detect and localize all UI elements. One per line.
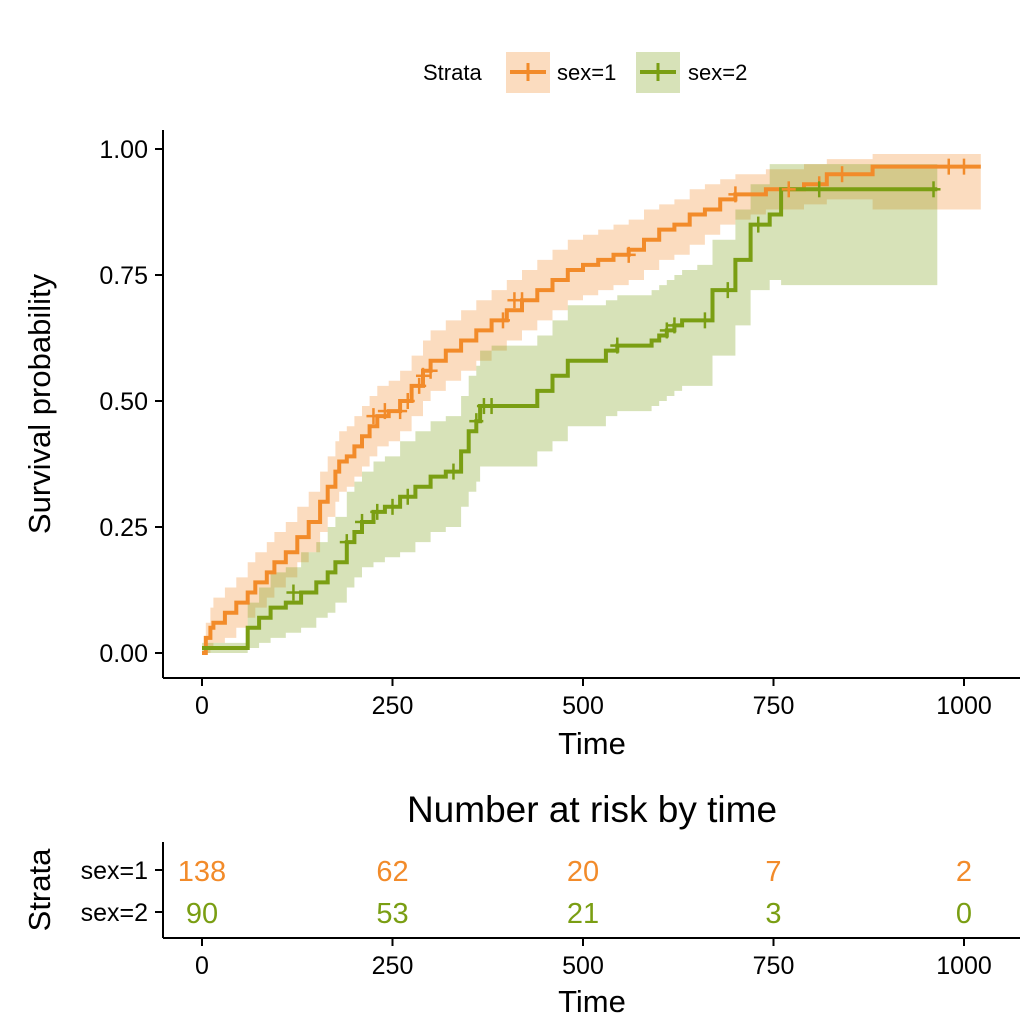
x-tick-label: 500 bbox=[562, 692, 604, 720]
censor-mark-sex2 bbox=[385, 498, 400, 515]
censor-mark-sex1 bbox=[415, 367, 430, 384]
y-tick-label: 1.00 bbox=[99, 136, 148, 164]
risk-count: 0 bbox=[956, 898, 972, 930]
survival-curve-sex2 bbox=[202, 187, 938, 650]
censor-mark-sex1 bbox=[621, 246, 636, 263]
legend-item-sex2: sex=2 bbox=[636, 52, 747, 93]
y-axis-title: Survival probability bbox=[22, 273, 57, 534]
risk-x-axis-ticks: 0 250 500 750 1000 bbox=[195, 938, 992, 980]
censor-mark-sex2 bbox=[720, 282, 735, 299]
censor-mark-sex1 bbox=[412, 377, 427, 394]
censor-mark-sex2 bbox=[484, 398, 499, 415]
x-axis-ticks: 0 250 500 750 1000 bbox=[195, 678, 992, 720]
censor-mark-sex1 bbox=[393, 403, 408, 420]
censor-mark-sex1 bbox=[835, 166, 850, 183]
censor-mark-sex2 bbox=[339, 534, 354, 551]
y-tick-label: 0.75 bbox=[99, 262, 148, 290]
censor-mark-sex2 bbox=[446, 463, 461, 480]
risk-x-axis-title: Time bbox=[558, 984, 626, 1019]
risk-count: 7 bbox=[765, 856, 781, 888]
x-tick-label: 0 bbox=[195, 692, 209, 720]
y-tick-label: 0.50 bbox=[99, 388, 148, 416]
censor-mark-sex1 bbox=[957, 158, 971, 175]
y-axis-ticks: 0.00 0.25 0.50 0.75 1.00 bbox=[99, 136, 163, 668]
confidence-band-sex2 bbox=[202, 164, 938, 653]
legend-label-sex1: sex=1 bbox=[557, 60, 616, 85]
censor-mark-sex1 bbox=[400, 393, 415, 409]
survival-plot: 0.00 0.25 0.50 0.75 1.00 0 250 500 750 1000 Time… bbox=[22, 130, 1020, 761]
risk-row-label: sex=1 bbox=[81, 857, 148, 885]
risk-x-tick-label: 250 bbox=[372, 952, 414, 980]
legend: Strata sex=1 sex=2 bbox=[423, 52, 747, 93]
y-tick-label: 0.00 bbox=[99, 640, 148, 668]
censor-mark-sex2 bbox=[370, 503, 385, 520]
censor-mark-sex2 bbox=[355, 513, 370, 530]
censor-mark-sex1 bbox=[423, 362, 438, 379]
risk-table: Number at risk by time sex=1 138 62 20 7 2sex… bbox=[22, 789, 1020, 1019]
legend-title: Strata bbox=[423, 60, 482, 85]
risk-row-label: sex=2 bbox=[81, 899, 148, 927]
x-tick-label: 750 bbox=[753, 692, 795, 720]
censor-mark-sex2 bbox=[812, 181, 827, 198]
confidence-band-sex1 bbox=[202, 154, 981, 653]
censor-mark-sex1 bbox=[515, 292, 530, 309]
risk-count: 3 bbox=[765, 898, 781, 930]
censor-mark-sex1 bbox=[941, 158, 956, 175]
censor-mark-sex2 bbox=[697, 312, 712, 329]
risk-table-rows: sex=1 138 62 20 7 2 sex=2 90 53 21 3 0 bbox=[81, 856, 972, 930]
legend-item-sex1: sex=1 bbox=[506, 52, 616, 93]
censor-mark-sex1 bbox=[377, 403, 392, 420]
confidence-bands bbox=[202, 154, 981, 653]
risk-count: 53 bbox=[376, 898, 408, 930]
legend-label-sex2: sex=2 bbox=[688, 60, 747, 85]
censor-mark-sex2 bbox=[751, 216, 766, 233]
censor-mark-sex2 bbox=[286, 584, 301, 601]
risk-count: 90 bbox=[186, 898, 218, 930]
risk-y-axis-title: Strata bbox=[22, 848, 57, 931]
risk-x-tick-label: 750 bbox=[753, 952, 795, 980]
survival-curves bbox=[202, 164, 981, 655]
censor-mark-sex2 bbox=[926, 181, 941, 198]
censor-mark-sex2 bbox=[667, 317, 682, 334]
y-tick-label: 0.25 bbox=[99, 514, 148, 542]
censor-mark-sex1 bbox=[366, 408, 381, 425]
risk-count: 20 bbox=[567, 856, 599, 888]
censor-mark-sex2 bbox=[469, 413, 484, 430]
censor-mark-sex2 bbox=[400, 488, 415, 505]
censor-mark-sex1 bbox=[781, 181, 796, 198]
censor-mark-sex2 bbox=[659, 322, 674, 339]
x-tick-label: 1000 bbox=[936, 692, 992, 720]
risk-count: 21 bbox=[567, 898, 599, 930]
x-tick-label: 250 bbox=[372, 692, 414, 720]
x-axis-title: Time bbox=[558, 726, 626, 761]
censor-mark-sex2 bbox=[610, 337, 625, 354]
survival-curve-sex1 bbox=[202, 164, 981, 655]
risk-table-title: Number at risk by time bbox=[407, 789, 777, 830]
risk-count: 62 bbox=[376, 856, 408, 888]
censor-marks bbox=[286, 158, 971, 601]
risk-x-tick-label: 0 bbox=[195, 952, 209, 980]
risk-x-tick-label: 1000 bbox=[936, 952, 992, 980]
risk-count: 138 bbox=[178, 856, 226, 888]
risk-count: 2 bbox=[956, 856, 972, 888]
censor-mark-sex1 bbox=[495, 312, 510, 329]
risk-x-tick-label: 500 bbox=[562, 952, 604, 980]
censor-mark-sex1 bbox=[728, 186, 743, 203]
